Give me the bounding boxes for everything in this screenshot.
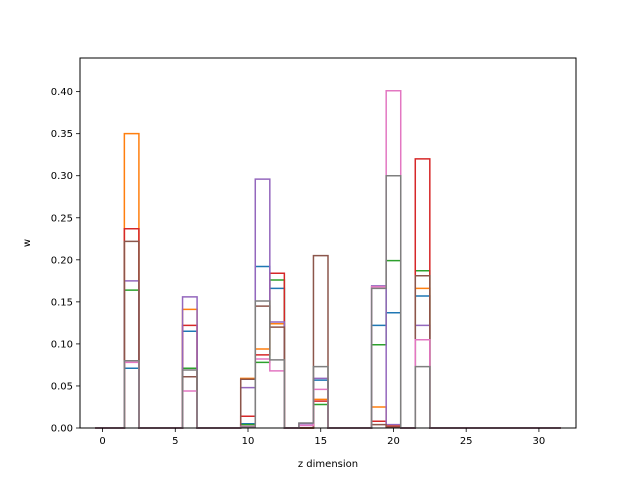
y-tick-label: 0.00 — [51, 424, 73, 435]
y-tick-label: 0.30 — [51, 171, 73, 182]
x-tick-label: 5 — [172, 436, 178, 447]
x-tick-label: 30 — [533, 436, 546, 447]
x-axis-ticks: 0 5 10 15 20 25 30 — [99, 428, 545, 447]
x-tick-label: 15 — [314, 436, 327, 447]
y-tick-label: 0.20 — [51, 255, 73, 266]
y-tick-label: 0.10 — [51, 339, 73, 350]
y-tick-label: 0.05 — [51, 381, 73, 392]
x-tick-label: 0 — [99, 436, 105, 447]
y-tick-label: 0.15 — [51, 297, 73, 308]
y-tick-label: 0.40 — [51, 87, 73, 98]
x-tick-label: 25 — [460, 436, 473, 447]
y-tick-label: 0.35 — [51, 129, 73, 140]
y-axis-ticks: 0.00 0.05 0.10 0.15 0.20 0.25 0.30 0.35 0.40 — [51, 87, 80, 435]
y-axis-label: w — [22, 239, 33, 247]
y-tick-label: 0.25 — [51, 213, 73, 224]
axes-frame — [79, 57, 577, 429]
x-axis-label: z dimension — [298, 459, 358, 470]
x-tick-label: 20 — [387, 436, 400, 447]
x-tick-label: 10 — [242, 436, 255, 447]
